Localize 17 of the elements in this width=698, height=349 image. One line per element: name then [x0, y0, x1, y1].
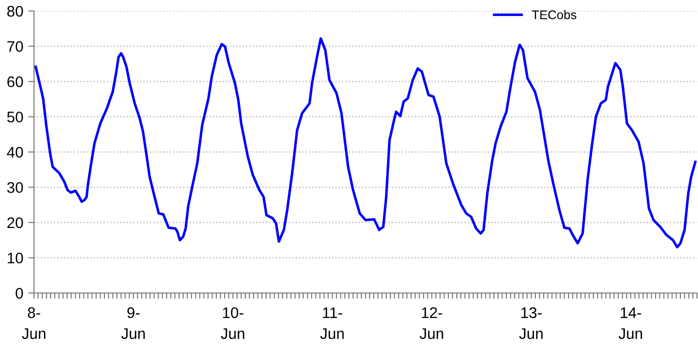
y-tick-label: 20 — [7, 217, 23, 228]
legend-label: TECobs — [532, 10, 576, 20]
x-tick-label: 13- Jun — [519, 307, 543, 339]
y-tick-label: 80 — [7, 6, 23, 17]
y-tick-label: 50 — [7, 112, 23, 122]
y-tick-label: 10 — [8, 252, 23, 264]
x-tick-label: 9- Jun — [121, 307, 145, 339]
y-tick-label: 0 — [16, 288, 23, 299]
x-tick-label: 11- Jun — [320, 307, 344, 339]
x-tick-label: 14- Jun — [618, 307, 642, 339]
y-tick-label: 70 — [7, 41, 23, 52]
x-tick-label: 12- Jun — [420, 307, 444, 339]
y-tick-label: 30 — [7, 182, 23, 193]
x-tick-label: 8- Jun — [22, 307, 46, 339]
y-tick-label: 40 — [6, 146, 23, 158]
y-tick-label: 60 — [7, 76, 23, 88]
x-tick-label: 10- Jun — [220, 307, 244, 339]
